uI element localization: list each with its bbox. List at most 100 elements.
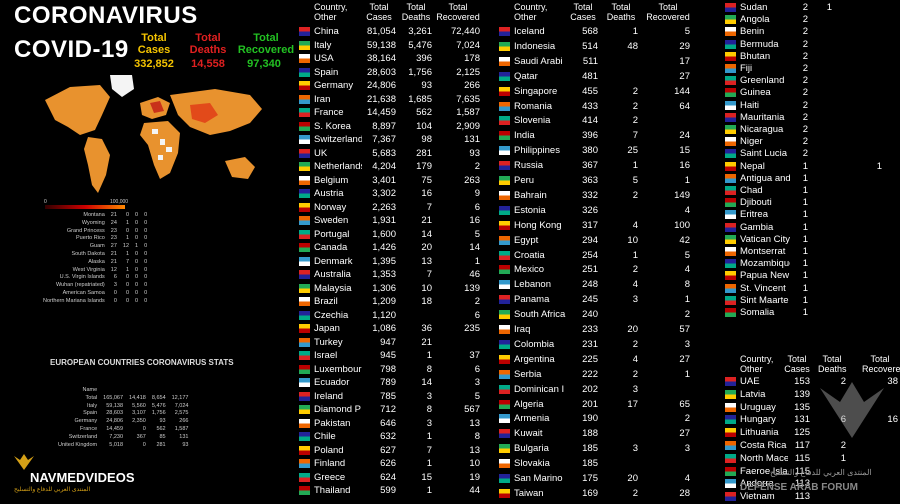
- country-row[interactable]: St. Vincent 1: [722, 282, 900, 296]
- map-china[interactable]: [190, 103, 218, 123]
- country-row[interactable]: Qatar 481 27: [496, 70, 706, 84]
- country-row[interactable]: Bahrain 332 2 149: [496, 189, 706, 203]
- map-greenland[interactable]: [110, 75, 134, 97]
- country-row[interactable]: Papua New 1: [722, 269, 900, 283]
- country-row[interactable]: Poland 627 7 13: [296, 444, 491, 458]
- country-row[interactable]: Benin 2: [722, 25, 900, 39]
- country-row[interactable]: Armenia 190 2: [496, 412, 706, 426]
- country-row[interactable]: Romania 433 2 64: [496, 100, 706, 114]
- country-row[interactable]: Mauritania 2: [722, 111, 900, 125]
- country-row[interactable]: Portugal 1,600 14 5: [296, 228, 491, 242]
- country-row[interactable]: Angola 2: [722, 13, 900, 27]
- country-row[interactable]: Japan 1,086 36 235: [296, 322, 491, 336]
- country-row[interactable]: Dominican I 202 3: [496, 383, 706, 397]
- header-recovered[interactable]: Total Recovered: [646, 2, 690, 22]
- country-row[interactable]: Niger 2: [722, 135, 900, 149]
- country-row[interactable]: Denmark 1,395 13 1: [296, 255, 491, 269]
- country-row[interactable]: Saudi Arabi 511 17: [496, 55, 706, 69]
- country-row[interactable]: Mozambique 1: [722, 257, 900, 271]
- header-recovered[interactable]: Total Recovered: [436, 2, 480, 22]
- country-row[interactable]: Fiji 2: [722, 62, 900, 76]
- country-row[interactable]: Switzerland 7,367 98 131: [296, 133, 491, 147]
- country-row[interactable]: Iran 21,638 1,685 7,635: [296, 93, 491, 107]
- country-row[interactable]: China 81,054 3,261 72,440: [296, 25, 491, 39]
- country-row[interactable]: Ireland 785 3 5: [296, 390, 491, 404]
- header-deaths[interactable]: Total Deaths: [606, 2, 636, 22]
- header-recovered[interactable]: Total Recovere: [862, 354, 900, 374]
- country-row[interactable]: Brazil 1,209 18 2: [296, 295, 491, 309]
- country-row[interactable]: Slovakia 185: [496, 457, 706, 471]
- country-row[interactable]: Bhutan 2: [722, 50, 900, 64]
- country-row[interactable]: Canada 1,426 20 14: [296, 241, 491, 255]
- country-row[interactable]: Egypt 294 10 42: [496, 234, 706, 248]
- country-row[interactable]: Philippines 380 25 15: [496, 144, 706, 158]
- country-row[interactable]: Indonesia 514 48 29: [496, 40, 706, 54]
- country-row[interactable]: Colombia 231 2 3: [496, 338, 706, 352]
- country-row[interactable]: Chile 632 1 8: [296, 430, 491, 444]
- country-row[interactable]: Panama 245 3 1: [496, 293, 706, 307]
- country-row[interactable]: Greece 624 15 19: [296, 471, 491, 485]
- country-row[interactable]: Montserrat 1: [722, 245, 900, 259]
- map-australia[interactable]: [225, 157, 255, 179]
- country-row[interactable]: Nepal 1 1: [722, 160, 900, 174]
- header-country[interactable]: Country, Other: [740, 354, 774, 374]
- country-row[interactable]: Australia 1,353 7 46: [296, 268, 491, 282]
- country-row[interactable]: San Marino 175 20 4: [496, 472, 706, 486]
- country-row[interactable]: Sudan 2 1: [722, 1, 900, 15]
- map-africa[interactable]: [140, 121, 180, 179]
- header-country[interactable]: Country, Other: [314, 2, 348, 22]
- country-row[interactable]: Vatican City 1: [722, 233, 900, 247]
- country-row[interactable]: India 396 7 24: [496, 129, 706, 143]
- country-row[interactable]: Sint Maarte 1: [722, 294, 900, 308]
- country-row[interactable]: Luxembour 798 8 6: [296, 363, 491, 377]
- country-row[interactable]: Thailand 599 1 44: [296, 484, 491, 498]
- header-cases[interactable]: Total Cases: [784, 354, 810, 374]
- country-row[interactable]: Croatia 254 1 5: [496, 249, 706, 263]
- country-row[interactable]: Netherlands 4,204 179 2: [296, 160, 491, 174]
- country-row[interactable]: USA 38,164 396 178: [296, 52, 491, 66]
- country-row[interactable]: Spain 28,603 1,756 2,125: [296, 66, 491, 80]
- country-row[interactable]: UK 5,683 281 93: [296, 147, 491, 161]
- country-row[interactable]: S. Korea 8,897 104 2,909: [296, 120, 491, 134]
- country-row[interactable]: Iraq 233 20 57: [496, 323, 706, 337]
- country-row[interactable]: Hong Kong 317 4 100: [496, 219, 706, 233]
- country-row[interactable]: Latvia 139: [722, 388, 900, 402]
- world-map[interactable]: [40, 75, 275, 200]
- country-row[interactable]: Lebanon 248 4 8: [496, 278, 706, 292]
- header-cases[interactable]: Total Cases: [570, 2, 596, 22]
- country-row[interactable]: Hungary 131 6 16: [722, 413, 900, 427]
- header-cases[interactable]: Total Cases: [366, 2, 392, 22]
- country-row[interactable]: Lithuania 125: [722, 426, 900, 440]
- country-row[interactable]: Germany 24,806 93 266: [296, 79, 491, 93]
- country-row[interactable]: Norway 2,263 7 6: [296, 201, 491, 215]
- country-row[interactable]: Diamond P 712 8 567: [296, 403, 491, 417]
- country-row[interactable]: Sweden 1,931 21 16: [296, 214, 491, 228]
- country-row[interactable]: Singapore 455 2 144: [496, 85, 706, 99]
- country-row[interactable]: Taiwan 169 2 28: [496, 487, 706, 501]
- country-row[interactable]: Djibouti 1: [722, 196, 900, 210]
- country-row[interactable]: Algeria 201 17 65: [496, 398, 706, 412]
- map-south-america[interactable]: [84, 137, 110, 193]
- country-row[interactable]: UAE 153 2 38: [722, 375, 900, 389]
- country-row[interactable]: Bermuda 2: [722, 38, 900, 52]
- country-row[interactable]: Slovenia 414 2: [496, 114, 706, 128]
- country-row[interactable]: Turkey 947 21: [296, 336, 491, 350]
- country-row[interactable]: Saint Lucia 2: [722, 147, 900, 161]
- map-italy-region[interactable]: [150, 101, 164, 113]
- country-row[interactable]: Russia 367 1 16: [496, 159, 706, 173]
- country-row[interactable]: Finland 626 1 10: [296, 457, 491, 471]
- map-north-america[interactable]: [45, 85, 110, 135]
- header-country[interactable]: Country, Other: [514, 2, 548, 22]
- country-row[interactable]: Andorra 113: [722, 477, 900, 491]
- country-row[interactable]: Mexico 251 2 4: [496, 263, 706, 277]
- country-row[interactable]: Bulgaria 185 3 3: [496, 442, 706, 456]
- country-row[interactable]: Serbia 222 2 1: [496, 368, 706, 382]
- country-row[interactable]: Estonia 326 4: [496, 204, 706, 218]
- country-row[interactable]: Haiti 2: [722, 99, 900, 113]
- country-row[interactable]: Malaysia 1,306 10 139: [296, 282, 491, 296]
- country-row[interactable]: Antigua and 1: [722, 172, 900, 186]
- country-row[interactable]: Austria 3,302 16 9: [296, 187, 491, 201]
- country-row[interactable]: Faeroe Isla 115: [722, 465, 900, 479]
- country-row[interactable]: Argentina 225 4 27: [496, 353, 706, 367]
- country-row[interactable]: North Mace 115 1: [722, 452, 900, 466]
